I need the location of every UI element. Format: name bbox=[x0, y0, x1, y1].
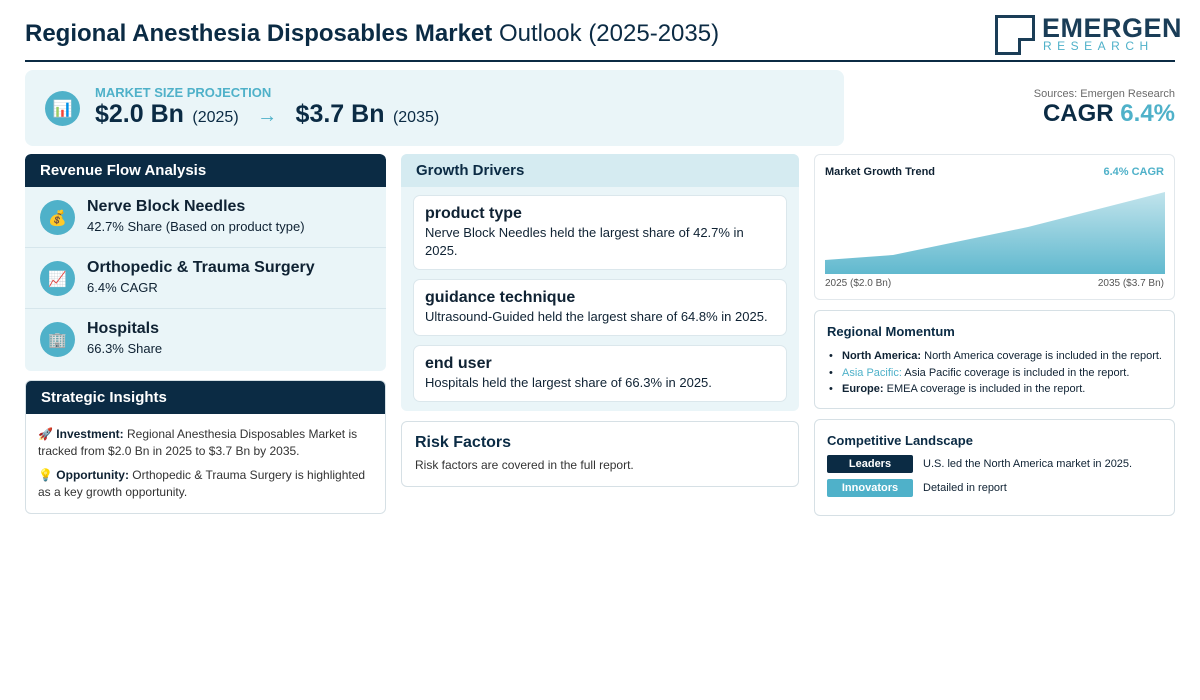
strategic-insights-panel: Strategic Insights 🚀 Investment: Regiona… bbox=[25, 380, 386, 514]
start-value: $2.0 Bn bbox=[95, 100, 184, 128]
trend-title: Market Growth Trend bbox=[825, 166, 936, 178]
driver-text: Ultrasound-Guided held the largest share… bbox=[425, 309, 768, 324]
competitive-landscape-title: Competitive Landscape bbox=[827, 433, 973, 448]
innovators-row: Innovators Detailed in report bbox=[827, 479, 1007, 497]
region-name: Asia Pacific: bbox=[842, 366, 902, 379]
title-suffix: Outlook (2025-2035) bbox=[498, 20, 720, 47]
rocket-icon: 🚀 bbox=[38, 427, 53, 441]
trend-end-label: 2035 ($3.7 Bn) bbox=[1097, 278, 1164, 289]
hospital-icon: 🏢 bbox=[40, 322, 75, 357]
market-size-projection: 📊 MARKET SIZE PROJECTION $2.0 Bn (2025) … bbox=[25, 70, 844, 146]
sources-note: Sources: Emergen Research bbox=[1033, 88, 1175, 100]
revenue-item-name: Hospitals bbox=[87, 320, 160, 337]
driver-title: end user bbox=[425, 355, 492, 372]
logo-wordmark: EMERGEN bbox=[1042, 13, 1183, 43]
cagr-summary: CAGR 6.4% bbox=[1043, 100, 1175, 128]
risk-factors-text: Risk factors are covered in the full rep… bbox=[415, 458, 634, 472]
driver-card: end user Hospitals held the largest shar… bbox=[413, 345, 787, 402]
market-growth-trend: Market Growth Trend 6.4% CAGR 2025 ($2.0… bbox=[814, 154, 1175, 300]
trend-area bbox=[825, 192, 1165, 274]
logo-subtitle: RESEARCH bbox=[1043, 39, 1154, 53]
arrow-right-icon: → bbox=[257, 105, 278, 127]
regional-momentum-panel: Regional Momentum North America: North A… bbox=[814, 310, 1175, 409]
money-bag-icon: 💰 bbox=[40, 200, 75, 235]
trend-start-label: 2025 ($2.0 Bn) bbox=[825, 278, 892, 289]
risk-factors-panel: Risk Factors Risk factors are covered in… bbox=[401, 421, 799, 487]
driver-title: guidance technique bbox=[425, 289, 576, 306]
region-name: North America: bbox=[842, 350, 922, 362]
cagr-value: 6.4% bbox=[1120, 100, 1175, 127]
growth-drivers-title: Growth Drivers bbox=[401, 154, 799, 187]
opportunity-label: Opportunity: bbox=[56, 468, 129, 482]
region-text: Asia Pacific coverage is included in the… bbox=[904, 366, 1130, 379]
opportunity-insight: 💡 Opportunity: Orthopedic & Trauma Surge… bbox=[26, 467, 385, 500]
driver-text: Hospitals held the largest share of 66.3… bbox=[425, 375, 712, 390]
cagr-label: CAGR bbox=[1042, 100, 1114, 127]
revenue-item-detail: 42.7% Share (Based on product type) bbox=[87, 219, 305, 234]
revenue-flow-title: Revenue Flow Analysis bbox=[25, 154, 386, 187]
start-year: (2025) bbox=[192, 109, 239, 126]
revenue-flow-panel: Revenue Flow Analysis 💰 Nerve Block Need… bbox=[25, 154, 386, 371]
risk-factors-title: Risk Factors bbox=[415, 434, 512, 451]
trend-cagr: 6.4% CAGR bbox=[1103, 166, 1164, 178]
revenue-item-name: Nerve Block Needles bbox=[87, 198, 246, 215]
list-item: Asia Pacific: Asia Pacific coverage is i… bbox=[827, 365, 1162, 382]
page-title: Regional Anesthesia Disposables Market O… bbox=[25, 20, 719, 48]
driver-title: product type bbox=[425, 205, 522, 222]
logo-mark-icon bbox=[995, 15, 1035, 55]
growth-drivers-panel: Growth Drivers product type Nerve Block … bbox=[401, 154, 799, 411]
header-divider bbox=[25, 60, 1175, 62]
end-value: $3.7 Bn bbox=[295, 100, 385, 128]
revenue-item-detail: 6.4% CAGR bbox=[87, 280, 158, 295]
innovators-text: Detailed in report bbox=[923, 482, 1007, 494]
region-text: North America coverage is included in th… bbox=[924, 350, 1162, 362]
revenue-item-detail: 66.3% Share bbox=[87, 341, 163, 356]
leaders-badge: Leaders bbox=[827, 455, 913, 473]
opportunity-text: Orthopedic & Trauma Surgery is highlight… bbox=[38, 468, 366, 499]
revenue-item: 📈 Orthopedic & Trauma Surgery 6.4% CAGR bbox=[25, 248, 386, 309]
leaders-text: U.S. led the North America market in 202… bbox=[923, 458, 1133, 470]
driver-text: Nerve Block Needles held the largest sha… bbox=[425, 225, 744, 258]
list-item: North America: North America coverage is… bbox=[827, 348, 1162, 365]
revenue-item: 🏢 Hospitals 66.3% Share bbox=[25, 309, 386, 370]
region-name: Europe: bbox=[842, 383, 884, 395]
regional-momentum-title: Regional Momentum bbox=[827, 324, 955, 339]
chart-increasing-icon: 📈 bbox=[40, 261, 75, 296]
bar-chart-icon: 📊 bbox=[45, 91, 80, 126]
revenue-item: 💰 Nerve Block Needles 42.7% Share (Based… bbox=[25, 187, 386, 248]
projection-label: MARKET SIZE PROJECTION bbox=[95, 85, 272, 100]
lightbulb-icon: 💡 bbox=[38, 468, 53, 482]
projection-values: $2.0 Bn (2025) → $3.7 Bn (2035) bbox=[95, 100, 439, 129]
title-main: Regional Anesthesia Disposables Market bbox=[25, 20, 493, 47]
list-item: Europe: EMEA coverage is included in the… bbox=[827, 381, 1162, 398]
revenue-item-name: Orthopedic & Trauma Surgery bbox=[87, 259, 315, 276]
investment-label: Investment: bbox=[56, 427, 124, 441]
innovators-badge: Innovators bbox=[827, 479, 913, 497]
trend-area-chart bbox=[825, 192, 1165, 274]
investment-insight: 🚀 Investment: Regional Anesthesia Dispos… bbox=[26, 426, 385, 459]
driver-card: guidance technique Ultrasound-Guided hel… bbox=[413, 279, 787, 336]
end-year: (2035) bbox=[392, 109, 440, 126]
strategic-insights-title: Strategic Insights bbox=[26, 381, 385, 414]
region-text: EMEA coverage is included in the report. bbox=[886, 383, 1086, 395]
leaders-row: Leaders U.S. led the North America marke… bbox=[827, 455, 1132, 473]
investment-text: Regional Anesthesia Disposables Market i… bbox=[38, 427, 358, 458]
region-list: North America: North America coverage is… bbox=[827, 348, 1162, 398]
brand-logo: EMERGEN RESEARCH bbox=[995, 13, 1182, 56]
driver-card: product type Nerve Block Needles held th… bbox=[413, 195, 787, 270]
competitive-landscape-panel: Competitive Landscape Leaders U.S. led t… bbox=[814, 419, 1175, 516]
